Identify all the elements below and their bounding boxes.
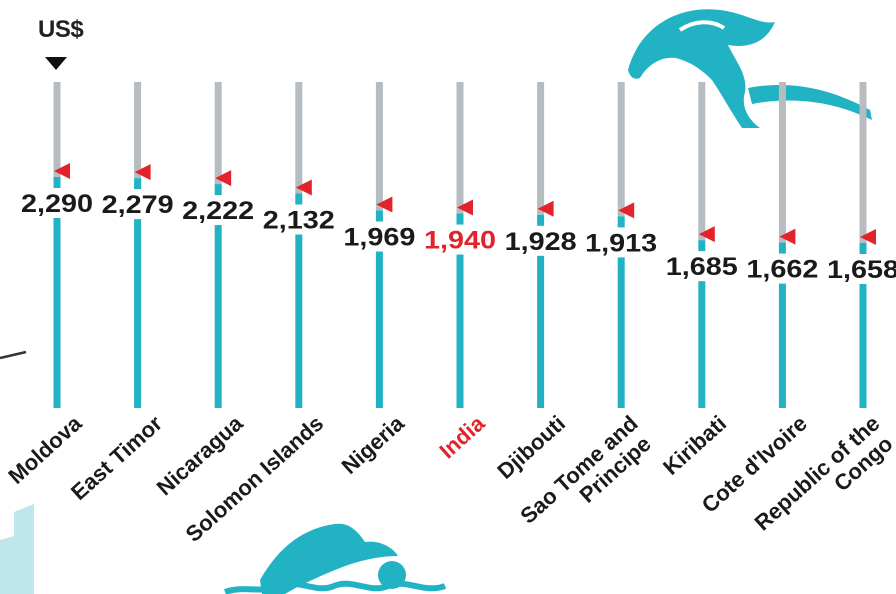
bar-track [778,82,786,243]
value-label-bg [99,189,176,220]
diver-illustration-icon [628,9,872,128]
bar [778,242,786,408]
value-label-bg [19,188,95,218]
value-label: 2,279 [102,191,174,219]
bar-track [375,82,383,211]
bar [859,243,867,408]
value-label: 1,658 [827,256,896,284]
bar-track [456,82,464,214]
bar-track [134,82,142,179]
bar [134,178,142,408]
value-label: 2,222 [182,197,254,225]
value-label-bg [744,253,821,284]
value-marker-icon [618,202,635,219]
bar [53,177,61,408]
value-label: 1,685 [666,253,738,281]
value-marker-icon [698,226,715,243]
bar-track [53,82,61,177]
value-label: 2,132 [263,207,335,235]
category-label: Moldova [3,410,87,489]
category-label: India [435,410,490,463]
value-label: 1,662 [746,256,818,284]
value-label-bg [260,204,337,235]
value-label-bg [663,251,740,282]
value-label-bg [180,195,257,226]
value-marker-icon [779,228,796,245]
value-marker-icon [295,179,312,196]
category-label: Nigeria [337,410,410,479]
value-label: 1,940 [424,227,496,255]
value-label-bg [422,224,498,255]
bar [617,216,625,408]
value-marker-icon [457,199,473,216]
swimmer-illustration-icon [224,523,447,594]
pointer-line [0,350,27,360]
value-label-bg [341,221,418,252]
unit-label: US$ [38,16,84,43]
bar-track [214,82,222,185]
value-label-bg [583,227,660,258]
bar [375,210,383,408]
value-marker-icon [537,200,554,217]
category-label: Solomon Islands [181,411,329,547]
bar [698,240,706,408]
bar [295,193,303,408]
value-marker-icon [134,164,151,181]
unit-arrow-icon [45,57,67,70]
value-label: 1,969 [343,224,415,252]
category-label: Kiribati [658,411,731,480]
bar [456,213,464,408]
value-marker-icon [54,163,70,179]
value-marker-icon [376,196,393,213]
bar-track [537,82,545,215]
bar-track [295,82,303,194]
building-illustration-icon [0,504,34,594]
value-label-bg [502,225,579,256]
bar [214,184,222,408]
value-label: 1,928 [505,228,577,256]
value-marker-icon [215,170,232,187]
bar-track [698,82,706,241]
value-marker-icon [860,229,876,245]
value-label: 2,290 [21,190,93,218]
bar-track [617,82,625,217]
bar [537,214,545,408]
value-label-bg [825,254,896,284]
bar-track [859,82,867,243]
value-label: 1,913 [585,229,657,257]
